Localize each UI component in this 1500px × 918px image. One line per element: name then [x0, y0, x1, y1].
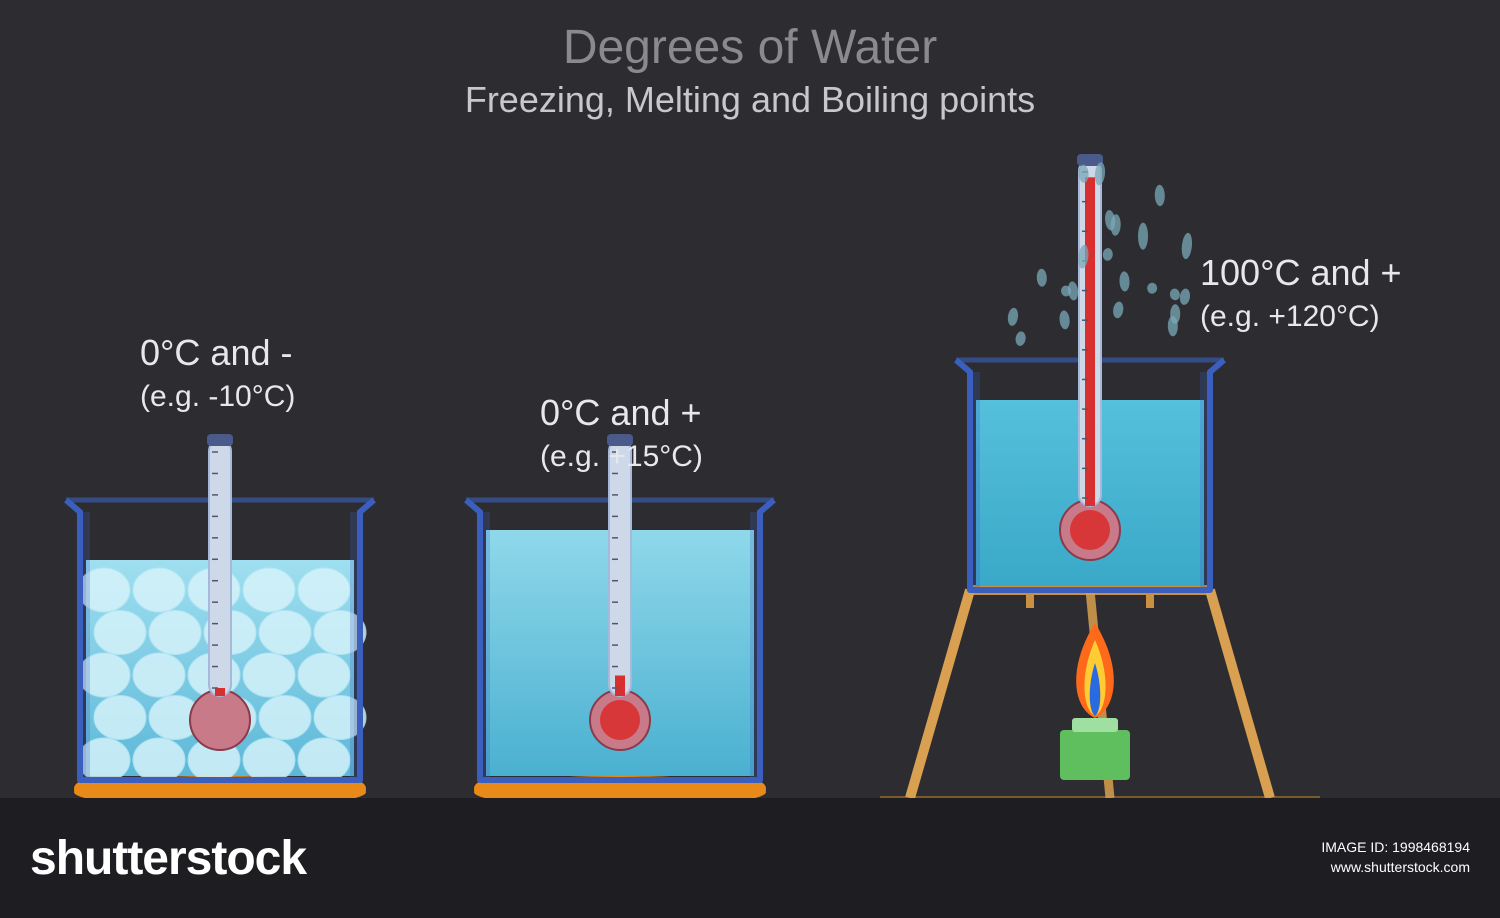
label-freezing: 0°C and - (e.g. -10°C) — [140, 330, 295, 416]
watermark-id: IMAGE ID: 1998468194 www.shutterstock.co… — [1321, 838, 1470, 877]
watermark-bar: shutterstock IMAGE ID: 1998468194 www.sh… — [0, 798, 1500, 918]
label-melting: 0°C and + (e.g. +15°C) — [540, 390, 703, 476]
watermark-logo: shutterstock — [30, 831, 306, 886]
diagram-stage — [0, 0, 1500, 918]
label-boiling: 100°C and + (e.g. +120°C) — [1200, 250, 1402, 336]
